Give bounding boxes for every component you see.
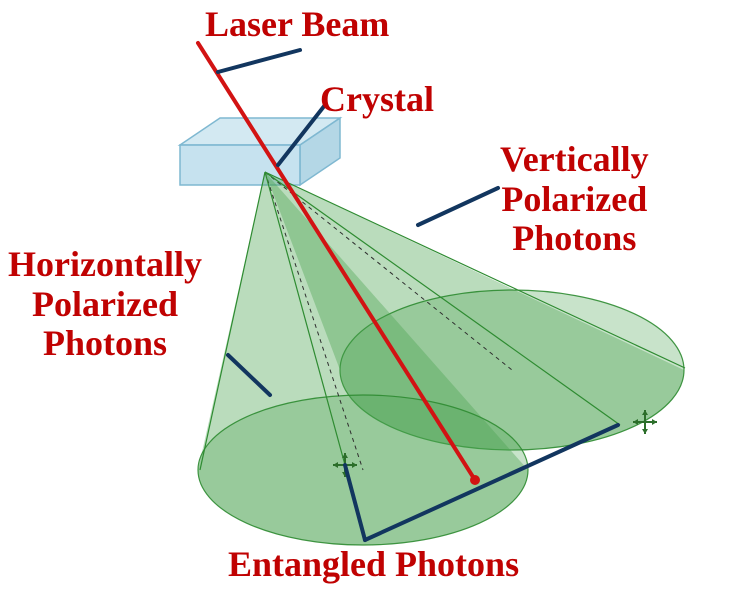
crystal-shape [180,118,340,185]
label-entangled-photons: Entangled Photons [228,545,519,585]
label-laser-beam: Laser Beam [205,5,389,45]
label-horizontally-photons: Horizontally Polarized Photons [8,245,202,364]
label-crystal: Crystal [320,80,434,120]
label-vertically-photons: Vertically Polarized Photons [500,140,649,259]
